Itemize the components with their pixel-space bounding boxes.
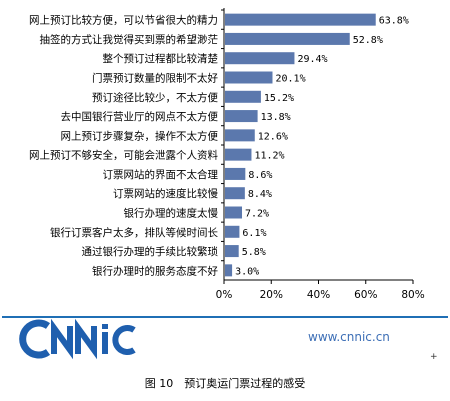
bar xyxy=(225,225,240,238)
bar xyxy=(225,52,295,65)
bar-chart: 网上预订比较方便，可以节省很大的精力 63.8% 抽签的方式让我觉得买到票的希望渺茫… xyxy=(29,8,425,301)
bar xyxy=(225,206,243,219)
cnnic-logo xyxy=(19,318,136,360)
value-label: 6.1% xyxy=(242,228,266,239)
bar xyxy=(225,148,252,161)
category-label: 网上预订比较方便，可以节省很大的精力 xyxy=(29,14,218,27)
category-label: 整个预订过程都比较清楚 xyxy=(103,52,219,65)
category-label: 银行订票客户太多，排队等候时间长 xyxy=(50,226,218,239)
value-label: 8.4% xyxy=(248,189,272,200)
value-label: 8.6% xyxy=(248,170,272,181)
value-label: 15.2% xyxy=(264,93,294,104)
bar xyxy=(225,264,233,277)
category-label: 抽签的方式让我觉得买到票的希望渺茫 xyxy=(40,33,219,46)
x-tick-label: 60% xyxy=(354,289,377,301)
site-url: www.cnnic.cn xyxy=(308,330,390,344)
category-label: 订票网站的速度比较慢 xyxy=(113,187,218,200)
bar xyxy=(225,71,273,84)
x-tick-label: 40% xyxy=(307,289,330,301)
value-label: 29.4% xyxy=(297,54,327,65)
x-tick-label: 0% xyxy=(216,289,233,301)
bar xyxy=(225,245,239,258)
value-label: 11.2% xyxy=(254,151,284,162)
bar xyxy=(225,110,258,123)
category-label: 网上预订步骤复杂，操作不太方便 xyxy=(61,129,219,142)
paragraph-mark: + xyxy=(430,352,438,362)
figure-caption: 图 10 预订奥运门票过程的感受 xyxy=(144,377,306,390)
value-label: 12.6% xyxy=(258,131,288,142)
category-label: 去中国银行营业厅的网点不太方便 xyxy=(61,110,219,123)
x-tick-label: 80% xyxy=(401,289,424,301)
category-label: 银行办理时的服务态度不好 xyxy=(92,264,218,277)
value-label: 13.8% xyxy=(261,112,291,123)
value-label: 63.8% xyxy=(379,16,409,27)
bar xyxy=(225,13,376,26)
category-label: 门票预订数量的限制不太好 xyxy=(92,72,218,85)
bar xyxy=(225,90,261,103)
value-label: 5.8% xyxy=(242,247,266,258)
category-label: 通过银行办理的手续比较繁琐 xyxy=(82,245,219,258)
x-tick-label: 20% xyxy=(260,289,283,301)
category-label: 网上预订不够安全，可能会泄露个人资料 xyxy=(29,149,218,162)
bar xyxy=(225,167,246,180)
value-label: 20.1% xyxy=(275,74,305,85)
value-label: 52.8% xyxy=(353,35,383,46)
value-label: 7.2% xyxy=(245,209,269,220)
bar xyxy=(225,32,350,45)
bar xyxy=(225,187,245,200)
bar xyxy=(225,129,255,142)
value-label: 3.0% xyxy=(235,266,259,277)
category-label: 订票网站的界面不太合理 xyxy=(103,168,219,181)
footer-divider xyxy=(2,316,448,318)
category-label: 银行办理的速度太慢 xyxy=(124,207,219,220)
category-label: 预订途径比较少，不太方便 xyxy=(92,91,218,104)
